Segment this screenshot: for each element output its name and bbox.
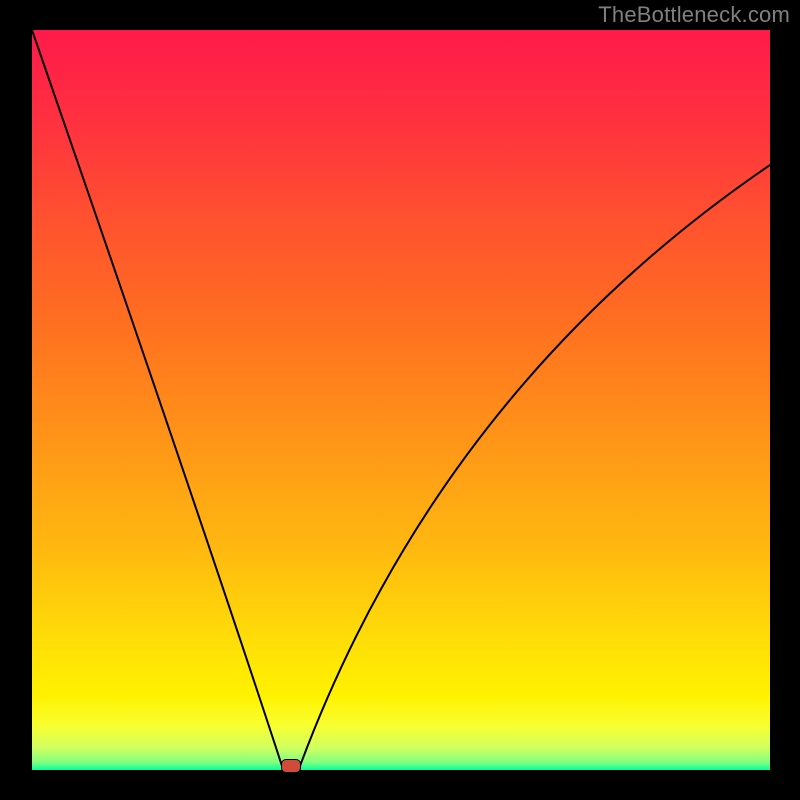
bottleneck-curve bbox=[0, 0, 800, 800]
watermark-label: TheBottleneck.com bbox=[598, 2, 790, 28]
chart-container: TheBottleneck.com bbox=[0, 0, 800, 800]
optimum-marker-icon bbox=[281, 759, 301, 773]
